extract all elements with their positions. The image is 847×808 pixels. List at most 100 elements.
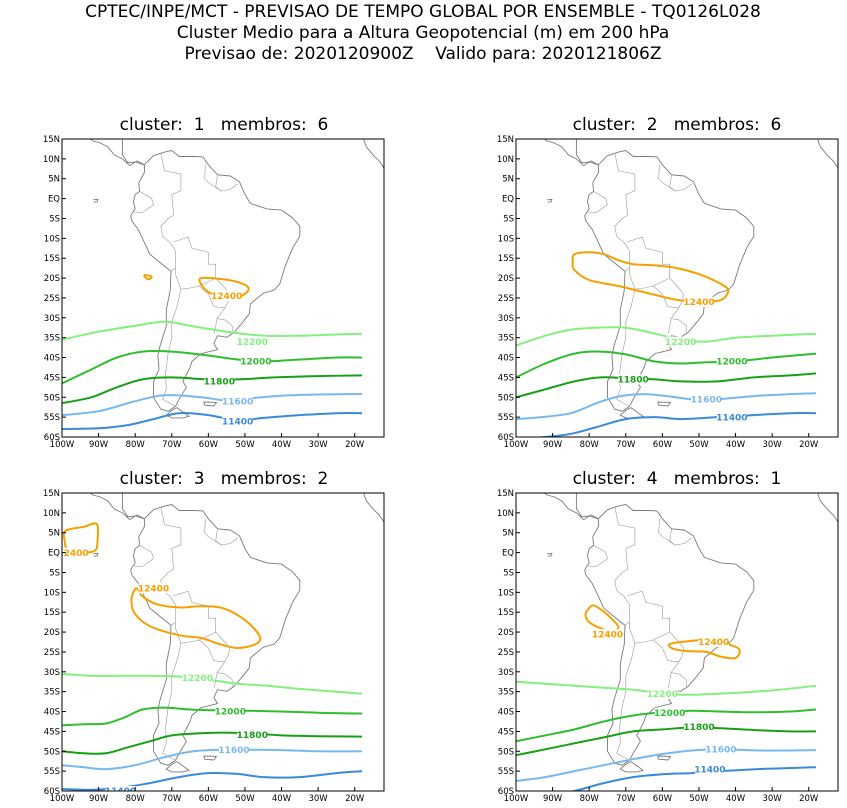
panel-cluster-label: cluster: 2 [573,115,658,135]
contour-label-bg [222,416,253,427]
coastline-falklands [203,755,218,761]
lon-tick-label: 50W [235,794,255,803]
lon-tick-label: 20W [345,440,365,450]
contour-label-bg [654,707,685,718]
lon-tick-label: 60W [199,794,219,803]
lat-tick-label: 10S [498,588,514,598]
map-area: 12200 12000 11800 11600 11400 12400 12400 [516,493,838,791]
lat-tick-label: 20S [44,628,60,638]
country-border [653,277,684,309]
coastline-central-america [89,493,145,521]
contour-12000 [516,350,817,379]
country-border [215,528,222,546]
lat-tick-label: 5N [502,175,514,185]
country-border [588,545,608,567]
lon-tick-label: 100W [504,440,529,450]
lon-tick-label: 40W [272,440,292,450]
map-area: 12200 12000 11800 11600 11400 12400 [516,139,838,437]
country-border [213,318,234,334]
country-border [614,215,630,272]
lat-tick-label: 40S [498,354,514,364]
contour-12400 [584,604,620,633]
lat-tick-label: EQ [502,195,514,205]
coastline-africa-north [817,139,819,141]
coastline-galapagos [547,552,553,557]
panel-cluster-2: cluster: 2 membros: 6 12200 12000 11800 116… [497,115,839,450]
lat-tick-label: EQ [48,195,60,205]
country-border [669,528,676,546]
coastline-caribbean-coast [575,139,599,166]
lat-tick-label: 40S [498,708,514,718]
panel-cluster-1: cluster: 1 membros: 6 12200 12000 11800 116… [43,115,385,450]
coastline-africa-north [363,139,365,141]
panel-cluster-label: cluster: 4 [573,469,658,489]
lat-tick-label: 45S [498,373,514,383]
lat-tick-label: 50S [44,393,60,403]
contour-label: 12200 [237,338,268,348]
lon-tick-label: 90W [543,794,563,803]
panel-membros-label: membros: 6 [674,115,782,135]
coastline-falklands [203,401,218,407]
lon-tick-label: 40W [272,794,292,803]
contour-label-bg [105,786,136,791]
contour-label-bg [698,637,729,647]
lat-tick-label: 15N [43,135,60,145]
lon-tick-label: 30W [308,440,328,450]
contour-11800 [62,374,363,405]
contour-label: 11600 [218,746,249,756]
country-border [160,506,182,570]
contour-label: 12000 [215,708,246,718]
lat-tick-label: 60S [498,433,514,443]
lon-tick-label: 80W [580,440,600,450]
lat-tick-label: 20S [44,274,60,284]
contour-11600 [62,748,363,771]
lon-tick-label: 70W [162,794,182,803]
contour-label: 11400 [716,413,747,423]
lat-tick-label: 15N [497,489,514,499]
lon-tick-label: 80W [126,794,146,803]
country-border [667,672,688,688]
lat-tick-label: 25S [498,648,514,658]
coastline-africa [817,494,838,523]
country-border [616,289,636,407]
contour-label-bg [222,396,253,407]
contour-12400 [130,587,262,650]
contour-label-bg [716,412,747,423]
map-area: 12200 12000 11800 11600 11400 12400 12400 [57,493,384,791]
lat-tick-label: 15N [497,135,514,145]
coastline-africa [817,140,838,169]
country-border [627,236,670,290]
coastline-south-america [584,504,755,766]
lat-tick-label: 35S [498,334,514,344]
lon-tick-label: 50W [689,794,709,803]
lat-tick-label: 5N [48,175,60,185]
lat-tick-label: 10N [43,509,60,519]
lat-tick-label: EQ [48,549,60,559]
contour-label: 12000 [716,358,747,368]
coastline-tierra-del-fuego [619,761,645,773]
country-border [160,569,176,626]
lat-tick-label: 45S [44,727,60,737]
contour-label-bg [647,688,678,699]
valido-label: Valido para: [435,44,536,64]
header-line-2: Cluster Medio para a Altura Geopotencial… [177,23,670,43]
contour-label: 11600 [705,746,736,756]
lat-tick-label: EQ [502,549,514,559]
country-border [614,506,636,570]
lat-tick-label: 60S [498,787,514,797]
contour-label: 11600 [222,397,253,407]
contour-11800 [516,372,817,399]
country-border [614,569,630,626]
header-line-3: Previsao de: 2020120900Z Valido para: 20… [184,44,661,64]
lon-tick-label: 30W [762,440,782,450]
lat-tick-label: 15S [498,254,514,264]
country-border [667,318,688,334]
lat-tick-label: 5S [503,215,514,225]
country-border [213,672,234,688]
lat-tick-label: 5S [49,569,60,579]
lat-tick-label: 10N [497,155,514,165]
coastline-tierra-del-fuego [165,761,191,773]
lon-tick-label: 20W [345,794,365,803]
lat-tick-label: 40S [44,708,60,718]
contour-label: 12400 [57,549,88,559]
